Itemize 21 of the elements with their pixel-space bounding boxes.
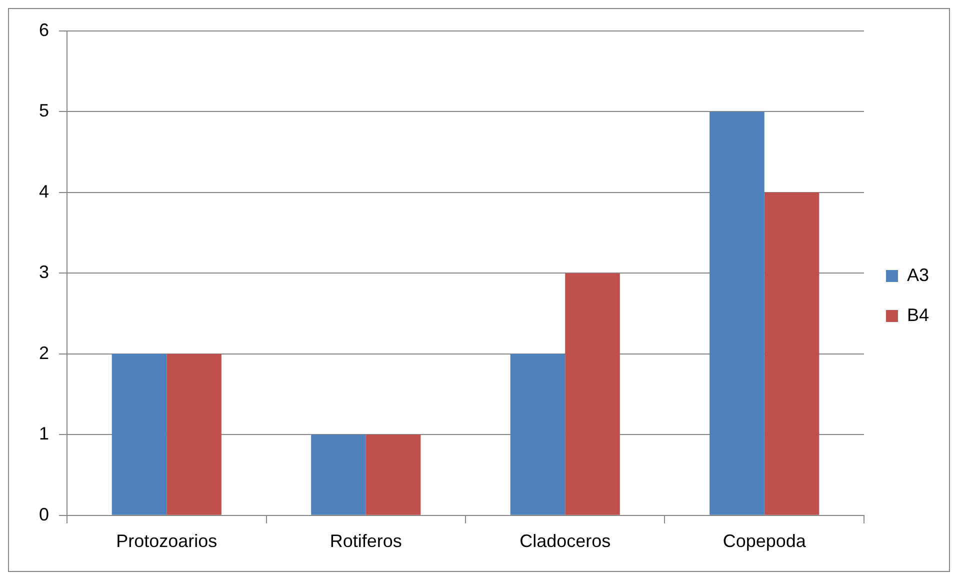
y-tick-label: 0 [38, 504, 50, 524]
bar [764, 192, 820, 515]
x-tick-label: Rotiferos [330, 531, 402, 552]
x-tick-label: Protozoarios [116, 531, 218, 552]
y-tick-label: 1 [38, 424, 50, 444]
bar [565, 273, 620, 515]
y-tick-label: 3 [38, 262, 50, 282]
bar [510, 354, 566, 515]
legend-label: B4 [906, 304, 930, 325]
bar [166, 354, 222, 515]
bar [311, 434, 366, 515]
x-tick-label: Cladoceros [520, 531, 611, 552]
x-tick-label: Copepoda [722, 531, 807, 552]
bar [366, 434, 421, 515]
bar [710, 112, 764, 515]
legend-label: A3 [906, 264, 930, 285]
y-tick-label: 4 [38, 181, 50, 202]
y-tick-label: 6 [38, 20, 50, 40]
y-tick-label: 5 [38, 100, 50, 121]
y-tick-label: 2 [38, 342, 50, 363]
bar [112, 354, 167, 515]
